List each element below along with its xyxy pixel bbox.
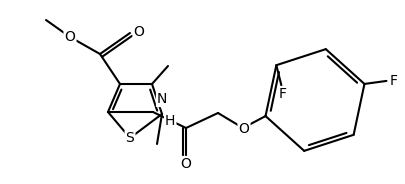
Text: O: O [64,30,75,44]
Text: N: N [157,92,167,106]
Text: F: F [390,74,397,88]
Text: O: O [134,25,145,39]
Text: H: H [165,114,175,128]
Text: S: S [126,131,134,145]
Text: F: F [278,87,286,101]
Text: O: O [181,157,192,171]
Text: O: O [239,122,249,136]
